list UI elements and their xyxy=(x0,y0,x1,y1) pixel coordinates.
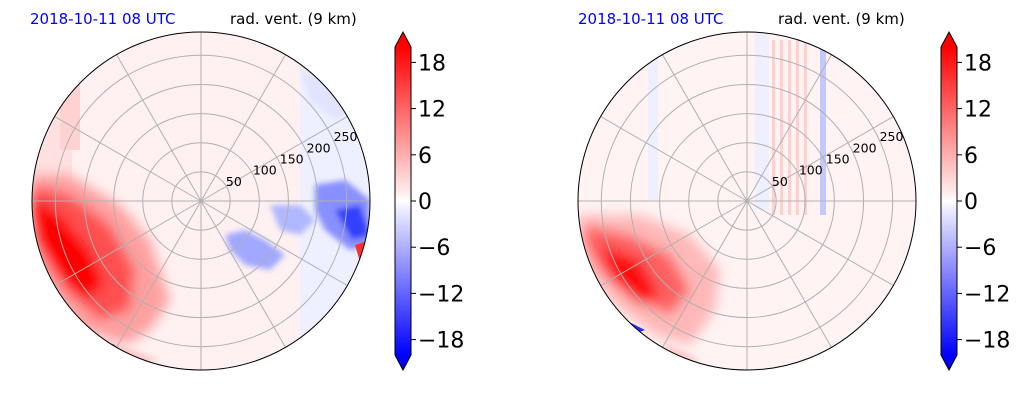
radial-tick-label: 200 xyxy=(853,140,877,155)
radial-tick-label: 150 xyxy=(280,152,304,167)
colorbar-body xyxy=(941,47,957,355)
colorbar-tick-label: −18 xyxy=(418,329,464,354)
colorbar-body xyxy=(395,47,411,355)
radial-tick-label: 50 xyxy=(226,174,242,189)
colorbar-right: 18 12 6 0 −6 −12 −18 xyxy=(940,30,1010,372)
polar-panel-left: 2018-10-11 08 UTC rad. vent. (9 km) xyxy=(30,10,371,371)
panel-grid-spoke xyxy=(116,54,202,202)
panel-grid-spoke xyxy=(600,200,748,286)
radial-tick-label: 250 xyxy=(880,129,904,144)
colorbar-tick-label: 0 xyxy=(964,190,978,215)
radial-tick-label: 100 xyxy=(253,163,277,178)
radial-tick-label: 100 xyxy=(799,163,823,178)
colorbar-outline xyxy=(394,30,412,372)
panel-grid-spoke xyxy=(116,200,202,348)
panel-grid-spoke xyxy=(200,200,348,286)
panel-left-title-time: 2018-10-11 08 UTC xyxy=(30,10,176,28)
colorbar-tick-label: −12 xyxy=(418,282,464,307)
panel-right-title-time: 2018-10-11 08 UTC xyxy=(578,10,724,28)
panel-grid-spoke xyxy=(54,116,202,202)
colorbar-extend-min xyxy=(395,355,411,370)
panel-left-title-variable: rad. vent. (9 km) xyxy=(230,10,357,28)
radial-tick-label: 150 xyxy=(826,152,850,167)
colorbar-tick-label: −6 xyxy=(964,236,996,261)
panel-grid-spoke xyxy=(200,116,348,202)
colorbar-tick-label: 12 xyxy=(964,98,992,123)
colorbar-tick-label: 18 xyxy=(418,51,446,76)
colorbar-tick-label: −18 xyxy=(964,329,1010,354)
colorbar-left: 18 12 6 0 −6 −12 −18 xyxy=(394,30,464,372)
panel-left-grid xyxy=(32,32,370,370)
colorbar-extend-max xyxy=(395,32,411,47)
panel-grid-spoke xyxy=(746,116,894,202)
colorbar-outline xyxy=(940,30,958,372)
panel-grid-spoke xyxy=(600,116,748,202)
radial-tick-label: 50 xyxy=(772,174,788,189)
panel-grid-spoke xyxy=(662,54,748,202)
polar-panel-right: 2018-10-11 08 UTC rad. vent. (9 km) 501 xyxy=(577,10,917,371)
colorbar-tick-label: 18 xyxy=(964,51,992,76)
panel-grid-spoke xyxy=(200,54,286,202)
radial-tick-label: 200 xyxy=(307,140,331,155)
panel-grid-spoke xyxy=(54,200,202,286)
panel-right-title-variable: rad. vent. (9 km) xyxy=(778,10,905,28)
radial-tick-label: 250 xyxy=(334,129,358,144)
colorbar-tick-label: 12 xyxy=(418,98,446,123)
colorbar-tick-label: 6 xyxy=(964,144,978,169)
panel-grid-spoke xyxy=(662,200,748,348)
panel-left-outline xyxy=(31,31,371,371)
panel-right-grid xyxy=(578,32,916,370)
panel-grid-spoke xyxy=(746,200,832,348)
colorbar-tick-label: −12 xyxy=(964,282,1010,307)
colorbar-tick-label: 6 xyxy=(418,144,432,169)
colorbar-extend-max xyxy=(941,32,957,47)
colorbar-tick-label: 0 xyxy=(418,190,432,215)
colorbar-extend-min xyxy=(941,355,957,370)
panel-grid-spoke xyxy=(746,200,894,286)
panel-grid-spoke xyxy=(746,54,832,202)
panel-right-outline xyxy=(577,31,917,371)
colorbar-tick-label: −6 xyxy=(418,236,450,261)
panel-grid-spoke xyxy=(200,200,286,348)
